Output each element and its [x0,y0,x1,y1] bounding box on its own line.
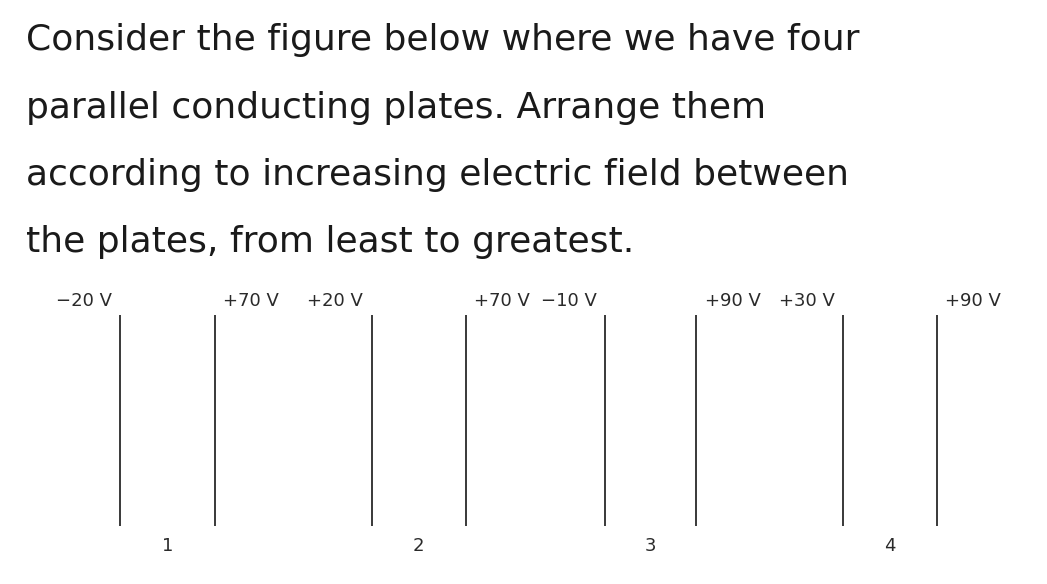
Text: 3: 3 [645,537,656,555]
Text: +90 V: +90 V [945,291,1001,310]
Text: 2: 2 [414,537,424,555]
Text: according to increasing electric field between: according to increasing electric field b… [26,158,849,192]
Text: −20 V: −20 V [57,291,112,310]
Text: Consider the figure below where we have four: Consider the figure below where we have … [26,23,860,57]
Text: +70 V: +70 V [223,291,279,310]
Text: +90 V: +90 V [705,291,760,310]
Text: parallel conducting plates. Arrange them: parallel conducting plates. Arrange them [26,91,766,124]
Text: +70 V: +70 V [474,291,530,310]
Text: −10 V: −10 V [541,291,597,310]
Text: +30 V: +30 V [779,291,834,310]
Text: 4: 4 [885,537,895,555]
Text: the plates, from least to greatest.: the plates, from least to greatest. [26,225,634,259]
Text: 1: 1 [162,537,173,555]
Text: +20 V: +20 V [308,291,363,310]
